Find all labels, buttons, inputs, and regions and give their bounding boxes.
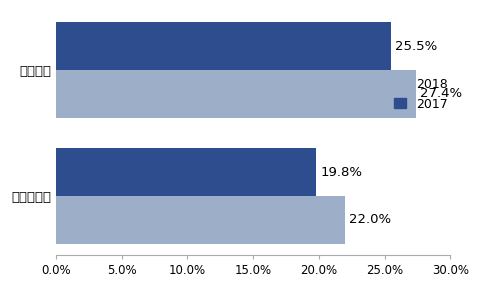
Bar	[56, 148, 316, 196]
Text: 19.8%: 19.8%	[320, 166, 362, 179]
Text: 22.0%: 22.0%	[349, 213, 391, 226]
Legend: 2018, 2017: 2018, 2017	[394, 78, 448, 111]
Bar	[56, 70, 416, 118]
Bar	[56, 22, 391, 70]
Bar	[56, 196, 345, 244]
Text: 27.4%: 27.4%	[420, 88, 462, 101]
Text: 25.5%: 25.5%	[395, 40, 437, 53]
